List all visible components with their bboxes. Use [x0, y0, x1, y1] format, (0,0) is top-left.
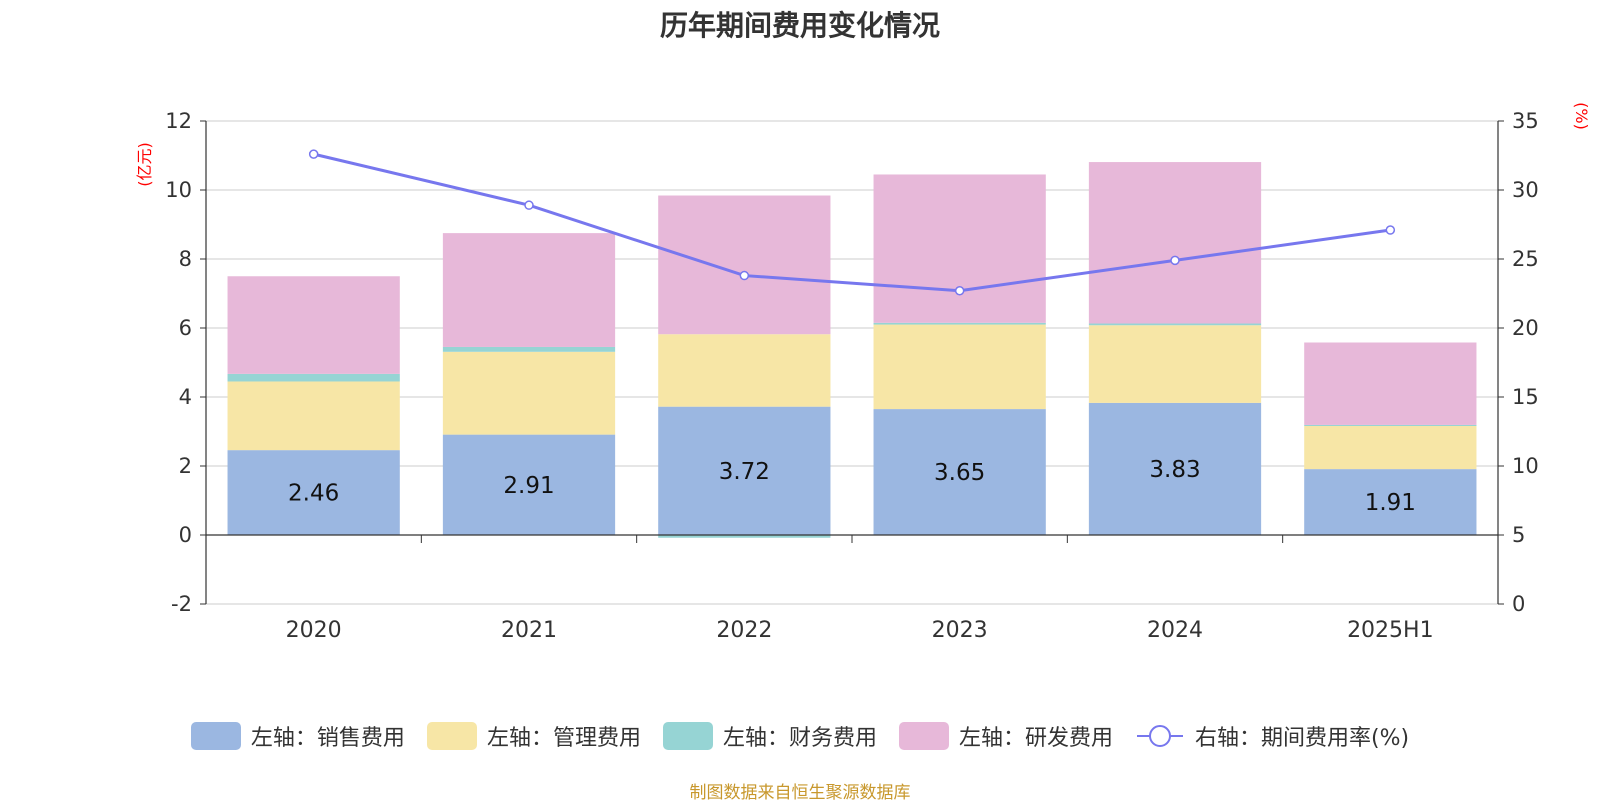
legend-item[interactable]: 左轴：研发费用 — [898, 720, 1113, 752]
x-tick-label: 2025H1 — [1347, 618, 1434, 643]
bar-segment — [873, 322, 1046, 325]
x-tick-label: 2023 — [932, 618, 988, 643]
legend-label: 右轴：期间费用率(%) — [1194, 726, 1410, 751]
legend-swatch — [898, 722, 949, 750]
bar-segment — [1088, 323, 1262, 326]
left-tick-label: 10 — [165, 178, 192, 202]
bar-segment — [1088, 325, 1262, 403]
right-tick-label: 35 — [1512, 109, 1539, 133]
legend-swatch — [426, 722, 477, 750]
bar-segment — [442, 233, 616, 347]
bar-segment — [873, 409, 1046, 535]
legend: 左轴：销售费用 左轴：管理费用 左轴：财务费用 左轴：研发费用 右轴：期间费用率(%) — [0, 720, 1600, 752]
axes: -2 0 2 4 6 8 10 12 0 5 10 15 20 25 30 35 (亿元) (%) 2020 2021… — [135, 102, 1591, 643]
legend-label: 左轴：研发费用 — [958, 726, 1113, 751]
legend-item[interactable]: 左轴：管理费用 — [426, 720, 641, 752]
rate-line — [313, 152, 1391, 293]
right-tick-label: 10 — [1512, 454, 1539, 478]
bar-segment — [442, 346, 616, 352]
rate-point — [524, 200, 534, 210]
data-label: 3.72 — [719, 459, 770, 485]
left-tick-label: 12 — [165, 109, 192, 133]
bar-segment — [227, 276, 400, 374]
bar-segment — [227, 381, 400, 451]
chart-plot: -2 0 2 4 6 8 10 12 0 5 10 15 20 25 30 35 (亿元) (%) 2020 2021… — [135, 102, 1591, 643]
left-tick-label: 0 — [179, 523, 192, 547]
rate-point — [1170, 255, 1180, 266]
data-label: 3.65 — [934, 460, 985, 486]
x-tick-label: 2020 — [286, 618, 342, 643]
data-label: 2.91 — [503, 473, 554, 499]
bar-segment — [658, 334, 831, 407]
left-tick-label: -2 — [171, 592, 192, 616]
chart-title: 历年期间费用变化情况 — [659, 9, 940, 42]
bar-segment — [227, 450, 400, 535]
left-axis-unit: (亿元) — [135, 142, 154, 187]
right-axis-unit: (%) — [1572, 102, 1591, 130]
left-tick-label: 6 — [179, 316, 192, 340]
grid-lines — [206, 120, 1498, 605]
rate-point — [954, 285, 965, 296]
bar-segment — [227, 373, 400, 382]
left-tick-label: 4 — [179, 385, 192, 409]
left-tick-label: 2 — [179, 454, 192, 478]
right-tick-label: 0 — [1512, 592, 1525, 616]
bar-segment — [873, 324, 1046, 410]
bar-segment — [658, 535, 831, 538]
x-tick-label: 2021 — [501, 618, 557, 643]
rate-point — [308, 149, 319, 159]
bar-segment — [658, 195, 831, 335]
right-tick-label: 5 — [1512, 523, 1525, 547]
legend-line-marker-icon — [1136, 725, 1183, 747]
right-tick-label: 30 — [1512, 178, 1539, 202]
legend-swatch — [190, 722, 241, 750]
bar-segment — [1304, 342, 1477, 425]
right-tick-label: 25 — [1512, 247, 1539, 271]
bar-segment — [1304, 424, 1477, 426]
legend-item[interactable]: 右轴：期间费用率(%) — [1135, 720, 1409, 752]
data-label: 1.91 — [1365, 490, 1416, 516]
source-note: 制图数据来自恒生聚源数据库 — [689, 783, 911, 803]
bar-segment — [1304, 425, 1477, 470]
bar-segment — [873, 174, 1046, 323]
bar-segment — [1304, 469, 1477, 535]
right-tick-label: 20 — [1512, 316, 1539, 340]
rate-point — [739, 270, 750, 281]
legend-item[interactable]: 左轴：销售费用 — [190, 720, 405, 752]
x-tick-label: 2022 — [716, 618, 772, 643]
data-labels: 2.46 2.91 3.72 3.65 3.83 1.91 — [288, 457, 1416, 516]
bar-series — [227, 162, 1477, 538]
legend-swatch — [662, 722, 713, 750]
bar-segment — [442, 351, 616, 435]
legend-label: 左轴：销售费用 — [250, 726, 405, 751]
left-tick-label: 8 — [179, 247, 192, 271]
bar-segment — [658, 406, 831, 535]
line-series — [308, 149, 1396, 296]
rate-point — [1385, 225, 1396, 235]
legend-label: 左轴：管理费用 — [486, 726, 641, 751]
bar-segment — [1088, 162, 1262, 324]
data-label: 3.83 — [1149, 457, 1200, 483]
right-tick-label: 15 — [1512, 385, 1539, 409]
legend-item[interactable]: 左轴：财务费用 — [662, 720, 877, 752]
bar-segment — [1088, 402, 1262, 535]
data-label: 2.46 — [288, 481, 339, 507]
x-tick-label: 2024 — [1147, 618, 1203, 643]
bar-segment — [442, 434, 616, 535]
legend-label: 左轴：财务费用 — [722, 726, 877, 751]
